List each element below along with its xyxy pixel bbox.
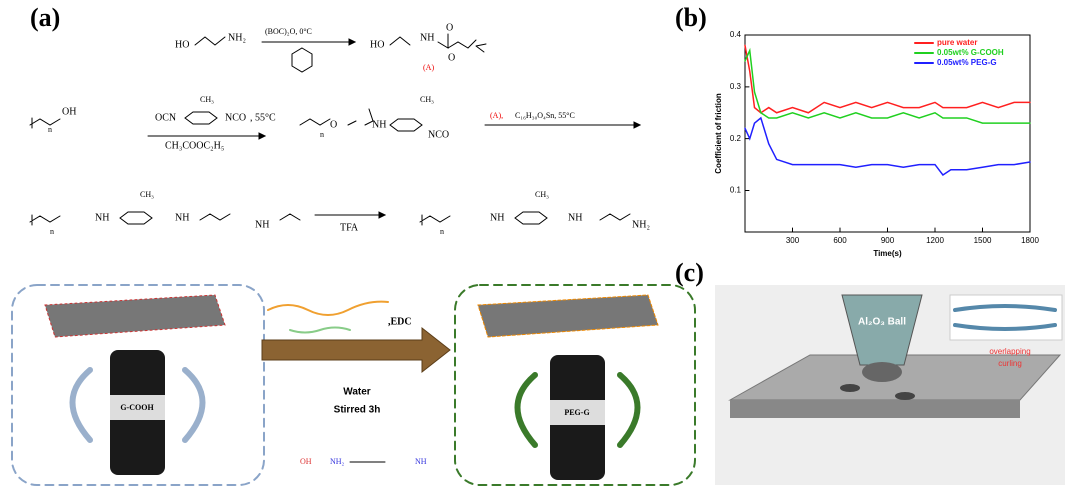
molecule — [268, 302, 388, 315]
figure: (a) (b) (c) HO NH₂ (BOC)₂O, 0°C HO NH O … — [0, 0, 1066, 490]
ball — [862, 362, 902, 382]
chem-label: (A) — [423, 63, 434, 72]
condition: Stirred 3h — [334, 405, 381, 416]
chem-label: CH₃ — [200, 95, 214, 104]
legend-label: pure water — [937, 38, 977, 47]
y-axis-label: Coefficient of friction — [714, 93, 723, 174]
chem-label: NH₂ — [330, 457, 345, 466]
x-tick-label: 600 — [833, 236, 847, 245]
vial-text: G-COOH — [120, 403, 154, 412]
wear — [840, 384, 860, 392]
ball-label: Al₂O₃ Ball — [858, 317, 906, 328]
reagent: C₁₆H₃₀O₄Sn, 55°C — [515, 111, 575, 120]
chem-label: OH — [300, 457, 312, 466]
chem-label: n — [50, 227, 54, 236]
scheme-row3 — [30, 212, 630, 225]
chem-label: CH₃ — [420, 95, 434, 104]
reagent: (A), — [490, 111, 503, 120]
annotation: curling — [998, 359, 1022, 368]
x-axis-label: Time(s) — [873, 249, 902, 258]
y-tick-label: 0.2 — [730, 134, 742, 143]
chem-label: NH₂ — [228, 32, 246, 43]
chem-label: n — [320, 130, 324, 139]
inset — [950, 295, 1062, 340]
chem-label: HO — [370, 39, 384, 50]
chem-label: NH — [372, 119, 386, 130]
chem-label: NH₂ — [632, 219, 650, 230]
panel-label: (c) — [675, 258, 704, 287]
reagent: (BOC)₂O, 0°C — [265, 27, 312, 36]
chem-label: NCO — [428, 129, 449, 140]
chem-label: O — [446, 22, 453, 33]
reagent: ,EDC — [388, 316, 412, 327]
molecule — [290, 328, 350, 333]
graphene — [45, 295, 225, 337]
condition: Water — [343, 387, 371, 398]
chem-label: CH₃ — [140, 190, 154, 199]
x-tick-label: 300 — [786, 236, 800, 245]
chem-label: CH₃ — [535, 190, 549, 199]
arrow — [262, 328, 450, 372]
y-tick-label: 0.4 — [730, 30, 742, 39]
wear — [895, 392, 915, 400]
series-line — [745, 118, 1030, 175]
chem-label: NH — [175, 212, 189, 223]
chem-label: OCN — [155, 112, 176, 123]
panel-label: (a) — [30, 3, 60, 32]
chem-label: n — [440, 227, 444, 236]
chem-label: OH — [62, 106, 76, 117]
y-tick-label: 0.1 — [730, 186, 742, 195]
chem-label: NH — [490, 212, 504, 223]
legend-label: 0.05wt% PEG-G — [937, 58, 997, 67]
chem-label: NH — [95, 212, 109, 223]
friction-chart: 0.1 0.2 0.3 0.4 300 600 900 1200 1500 1800 Time(s)… — [714, 30, 1039, 258]
chem-label: n — [48, 125, 52, 134]
annotation: overlapping — [989, 347, 1030, 356]
chem-label: O — [448, 52, 455, 63]
x-tick-label: 1800 — [1021, 236, 1039, 245]
panel-label: (b) — [675, 3, 707, 32]
x-tick-label: 900 — [881, 236, 895, 245]
chem-label: NH — [568, 212, 582, 223]
graphene — [478, 295, 658, 337]
vial-text: PEG-G — [564, 408, 589, 417]
y-tick-label: 0.3 — [730, 82, 742, 91]
chem-label: O — [330, 119, 337, 130]
chem-label: , 55°C — [250, 112, 276, 123]
reagent: TFA — [340, 222, 359, 233]
x-tick-label: 1200 — [926, 236, 944, 245]
chem-label: HO — [175, 39, 189, 50]
plate-edge — [730, 400, 1020, 418]
chem-label: NH — [255, 219, 269, 230]
chem-label: NH — [415, 457, 427, 466]
reagent: CH₃COOC₂H₅ — [165, 140, 224, 151]
legend-label: 0.05wt% G-COOH — [937, 48, 1004, 57]
x-tick-label: 1500 — [974, 236, 992, 245]
chem-label: NCO — [225, 112, 246, 123]
chem-label: NH — [420, 32, 434, 43]
